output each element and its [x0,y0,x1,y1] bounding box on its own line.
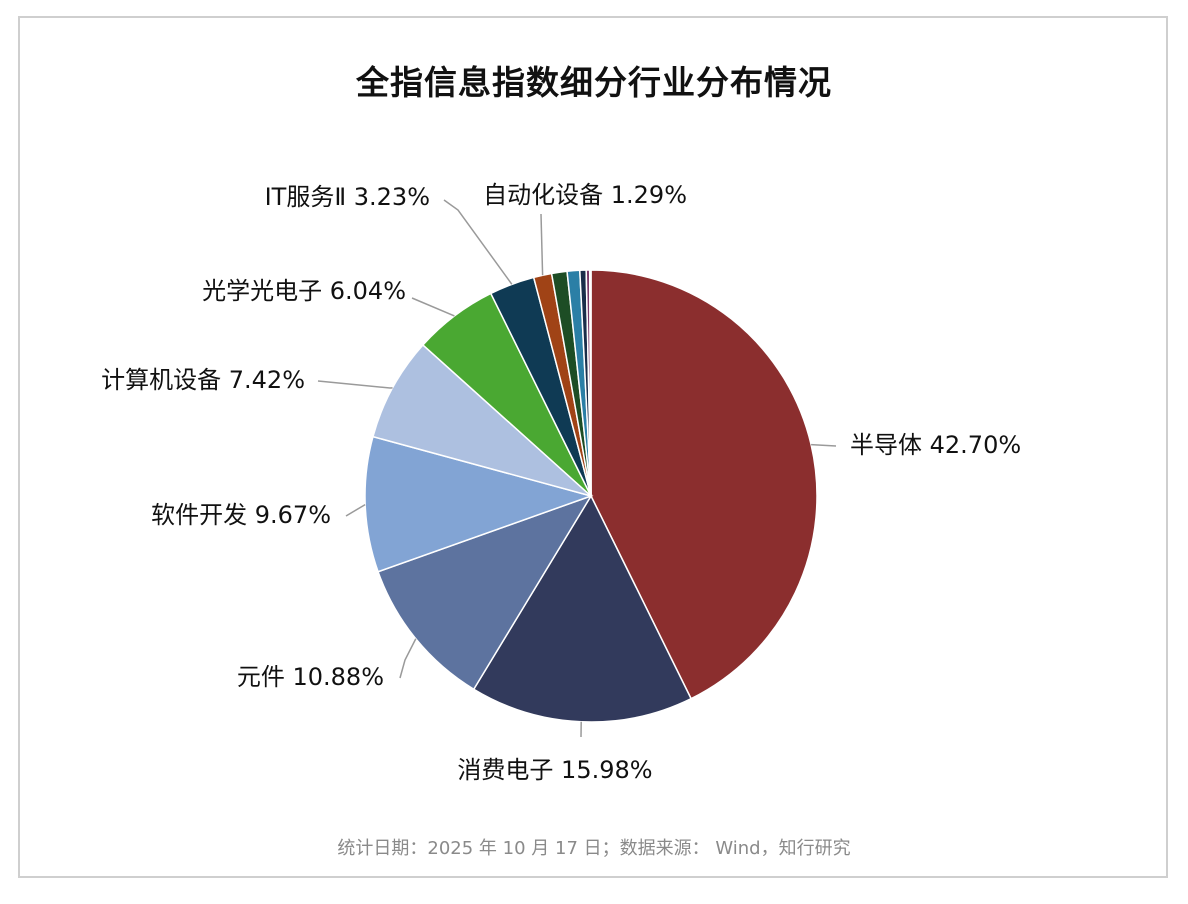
pie-slice-软件开发 [364,435,594,573]
slice-label-自动化设备: 自动化设备 1.29% [483,181,687,209]
pie-slice-元件 [377,494,593,691]
slice-label-光学光电子: 光学光电子 6.04% [202,277,406,305]
leader-line-半导体 [811,443,837,447]
pie-slice-消费电子 [472,494,693,723]
slice-label-软件开发: 软件开发 9.67% [151,501,331,529]
slice-label-元件: 元件 10.88% [237,663,384,691]
leader-line-元件 [399,638,417,679]
pie-slice-计算机设备 [372,343,592,497]
leader-line-自动化设备 [540,213,544,276]
leader-line-IT服务Ⅱ [443,199,513,285]
chart-title: 全指信息指数细分行业分布情况 [356,63,832,102]
leader-line-软件开发 [345,503,366,517]
slice-label-消费电子: 消费电子 15.98% [457,756,652,784]
slice-label-计算机设备: 计算机设备 7.42% [101,366,305,394]
source-note: 统计日期：2025 年 10 月 17 日；数据来源： Wind，知行研究 [337,838,851,859]
pie-slice-minor-12 [588,269,592,497]
leader-line-光学光电子 [411,297,455,317]
leader-line-计算机设备 [317,380,393,389]
slice-label-IT服务Ⅱ: IT服务Ⅱ 3.23% [265,183,430,211]
pie-slice-半导体 [590,269,818,700]
slice-label-半导体: 半导体 42.70% [850,431,1021,459]
